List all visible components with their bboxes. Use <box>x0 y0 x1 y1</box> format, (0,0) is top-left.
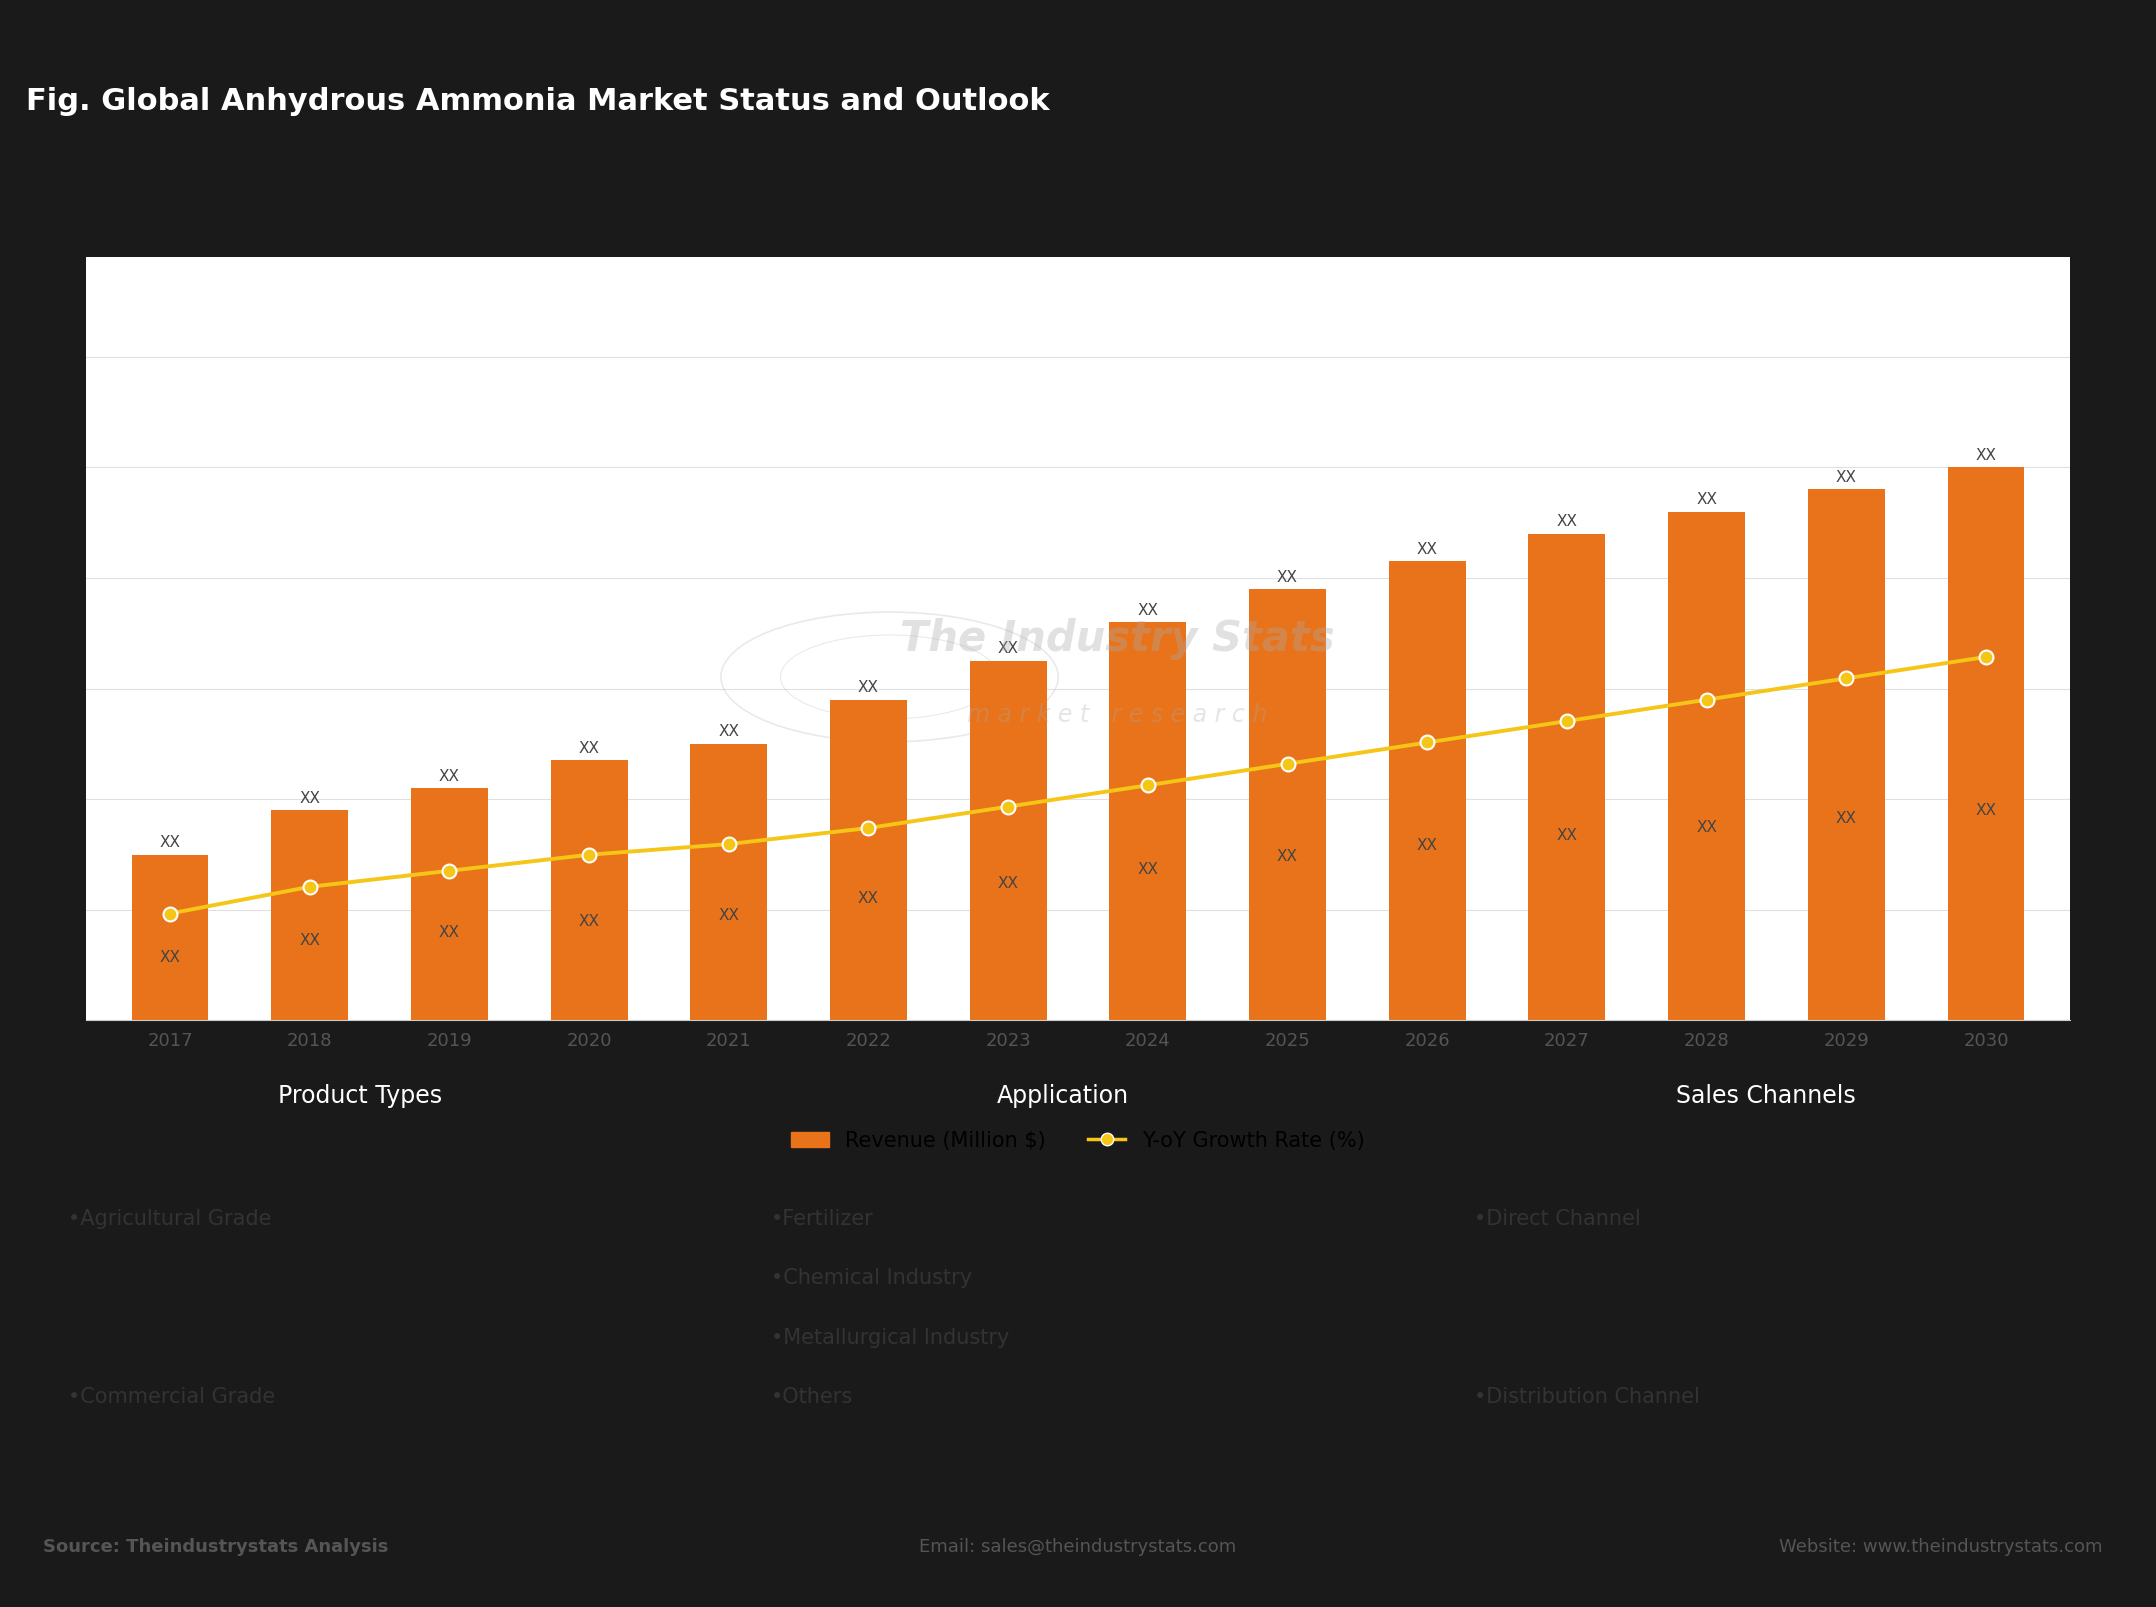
Bar <box>1809 490 1884 1020</box>
Text: XX: XX <box>160 950 181 964</box>
Bar <box>132 855 209 1020</box>
Text: Website: www.theindustrystats.com: Website: www.theindustrystats.com <box>1779 1538 2102 1556</box>
Text: XX: XX <box>578 914 599 929</box>
Text: Application: Application <box>996 1085 1130 1109</box>
Text: •Fertilizer: •Fertilizer <box>770 1208 873 1229</box>
Text: Email: sales@theindustrystats.com: Email: sales@theindustrystats.com <box>918 1538 1238 1556</box>
Text: Fig. Global Anhydrous Ammonia Market Status and Outlook: Fig. Global Anhydrous Ammonia Market Sta… <box>26 87 1050 116</box>
Text: XX: XX <box>578 741 599 755</box>
Text: XX: XX <box>300 934 321 948</box>
Bar <box>550 760 627 1020</box>
Text: XX: XX <box>1835 812 1856 826</box>
Text: XX: XX <box>1138 603 1158 617</box>
Bar <box>1388 561 1466 1020</box>
Bar <box>1947 468 2024 1020</box>
Text: XX: XX <box>1697 820 1716 834</box>
Text: XX: XX <box>1276 848 1298 865</box>
Bar <box>272 810 347 1020</box>
Text: XX: XX <box>1557 514 1578 529</box>
Text: •Commercial Grade: •Commercial Grade <box>67 1387 276 1408</box>
Text: •Direct Channel: •Direct Channel <box>1473 1208 1641 1229</box>
Text: XX: XX <box>858 890 880 906</box>
Text: XX: XX <box>160 836 181 850</box>
Text: XX: XX <box>1975 448 1996 463</box>
Bar <box>970 660 1046 1020</box>
Text: Source: Theindustrystats Analysis: Source: Theindustrystats Analysis <box>43 1538 388 1556</box>
Text: XX: XX <box>1835 469 1856 485</box>
Text: m a r k e t   r e s e a r c h: m a r k e t r e s e a r c h <box>968 704 1268 726</box>
Bar <box>1669 511 1744 1020</box>
Text: Sales Channels: Sales Channels <box>1675 1085 1856 1109</box>
Text: XX: XX <box>718 908 740 922</box>
Text: XX: XX <box>998 641 1018 657</box>
Text: XX: XX <box>1975 804 1996 818</box>
Text: XX: XX <box>440 924 459 940</box>
Text: XX: XX <box>718 725 740 739</box>
Text: •Agricultural Grade: •Agricultural Grade <box>67 1208 272 1229</box>
Text: XX: XX <box>1138 861 1158 876</box>
Text: XX: XX <box>440 768 459 784</box>
Text: •Metallurgical Industry: •Metallurgical Industry <box>770 1327 1009 1348</box>
Bar <box>1529 534 1606 1020</box>
Text: •Distribution Channel: •Distribution Channel <box>1473 1387 1699 1408</box>
Text: XX: XX <box>300 791 321 805</box>
Bar <box>830 699 908 1020</box>
Bar <box>1110 622 1186 1020</box>
Text: XX: XX <box>1697 492 1716 508</box>
Legend: Revenue (Million $), Y-oY Growth Rate (%): Revenue (Million $), Y-oY Growth Rate (%… <box>783 1122 1373 1159</box>
Text: •Others: •Others <box>770 1387 854 1408</box>
Text: XX: XX <box>1416 542 1438 558</box>
Bar <box>412 787 487 1020</box>
Text: XX: XX <box>1276 569 1298 585</box>
Text: XX: XX <box>1557 828 1578 844</box>
Text: The Industry Stats: The Industry Stats <box>901 617 1335 660</box>
Text: XX: XX <box>858 680 880 696</box>
Text: •Chemical Industry: •Chemical Industry <box>770 1268 972 1289</box>
Bar <box>1248 590 1326 1020</box>
Text: Product Types: Product Types <box>278 1085 442 1109</box>
Text: XX: XX <box>998 876 1018 892</box>
Text: XX: XX <box>1416 839 1438 853</box>
Bar <box>690 744 768 1020</box>
